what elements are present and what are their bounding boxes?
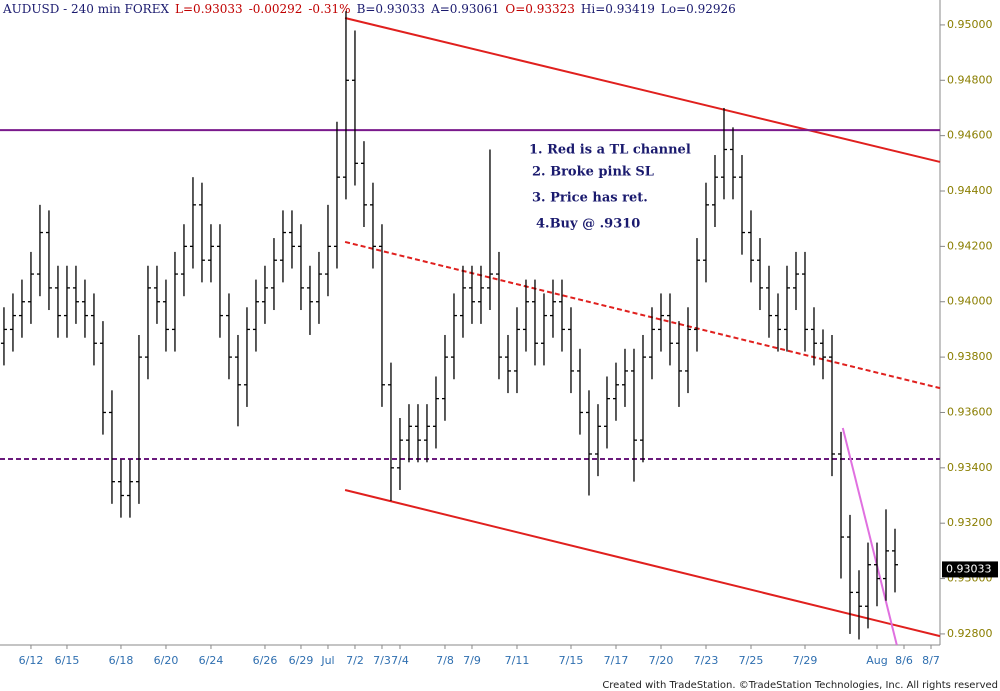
x-tick-label: 7/20 [649, 654, 674, 667]
change: -0.00292 [249, 2, 303, 16]
chart-header: AUDUSD - 240 min FOREX L=0.93033 -0.00292-… [2, 2, 736, 16]
y-tick-label: 0.92800 [947, 627, 993, 640]
ask: A=0.93061 [430, 2, 499, 16]
x-tick-label: 8/6 [895, 654, 913, 667]
x-tick-label: 6/24 [199, 654, 224, 667]
x-tick-label: 7/3 [373, 654, 391, 667]
y-tick-label: 0.93400 [947, 461, 993, 474]
y-tick-label: 0.94800 [947, 73, 993, 86]
x-tick-label: 7/29 [793, 654, 818, 667]
x-tick-label: 7/15 [559, 654, 584, 667]
x-tick-label: 7/17 [604, 654, 629, 667]
open: O=0.93323 [505, 2, 575, 16]
footer: Created with TradeStation. ©TradeStation… [602, 680, 998, 691]
change-pct: -0.31% [308, 2, 350, 16]
trend-line [344, 240, 941, 390]
trend-line [344, 17, 941, 163]
x-tick-label: 8/7 [922, 654, 940, 667]
high: Hi=0.93419 [581, 2, 655, 16]
y-tick-label: 0.93600 [947, 405, 993, 418]
x-tick-label: 6/18 [109, 654, 134, 667]
trend-line [841, 427, 898, 646]
y-tick-label: 0.94200 [947, 239, 993, 252]
x-tick-label: Jul [320, 654, 334, 667]
y-tick-label: 0.95000 [947, 18, 993, 31]
trend-line [344, 489, 941, 638]
low: Lo=0.92926 [661, 2, 736, 16]
symbol: AUDUSD - 240 min FOREX [2, 2, 169, 16]
last-price-box [942, 561, 998, 578]
y-tick-label: 0.93800 [947, 350, 993, 363]
last: L=0.93033 [175, 2, 243, 16]
y-tick-label: 0.94000 [947, 295, 993, 308]
x-tick-label: 6/20 [154, 654, 179, 667]
x-tick-label: 7/8 [436, 654, 454, 667]
x-tick-label: 7/2 [346, 654, 364, 667]
last-price-label: 0.93033 [946, 562, 992, 575]
x-tick-label: Aug [866, 654, 887, 667]
x-tick-label: 6/26 [253, 654, 278, 667]
x-tick-label: 7/11 [505, 654, 530, 667]
x-tick-label: 7/23 [694, 654, 719, 667]
x-tick-label: 6/29 [289, 654, 314, 667]
x-tick-label: 7/25 [739, 654, 764, 667]
annotation: 1. Red is a TL channel [529, 143, 691, 158]
annotation: 3. Price has ret. [532, 191, 648, 206]
bid: B=0.93033 [357, 2, 426, 16]
x-tick-label: 7/9 [463, 654, 481, 667]
x-tick-label: 7/4 [391, 654, 409, 667]
y-tick-label: 0.93200 [947, 516, 993, 529]
annotation: 4.Buy @ .9310 [536, 217, 640, 232]
y-tick-label: 0.94400 [947, 184, 993, 197]
annotation: 2. Broke pink SL [532, 165, 654, 180]
x-tick-label: 6/12 [19, 654, 44, 667]
y-tick-label: 0.94600 [947, 129, 993, 142]
x-tick-label: 6/15 [55, 654, 80, 667]
